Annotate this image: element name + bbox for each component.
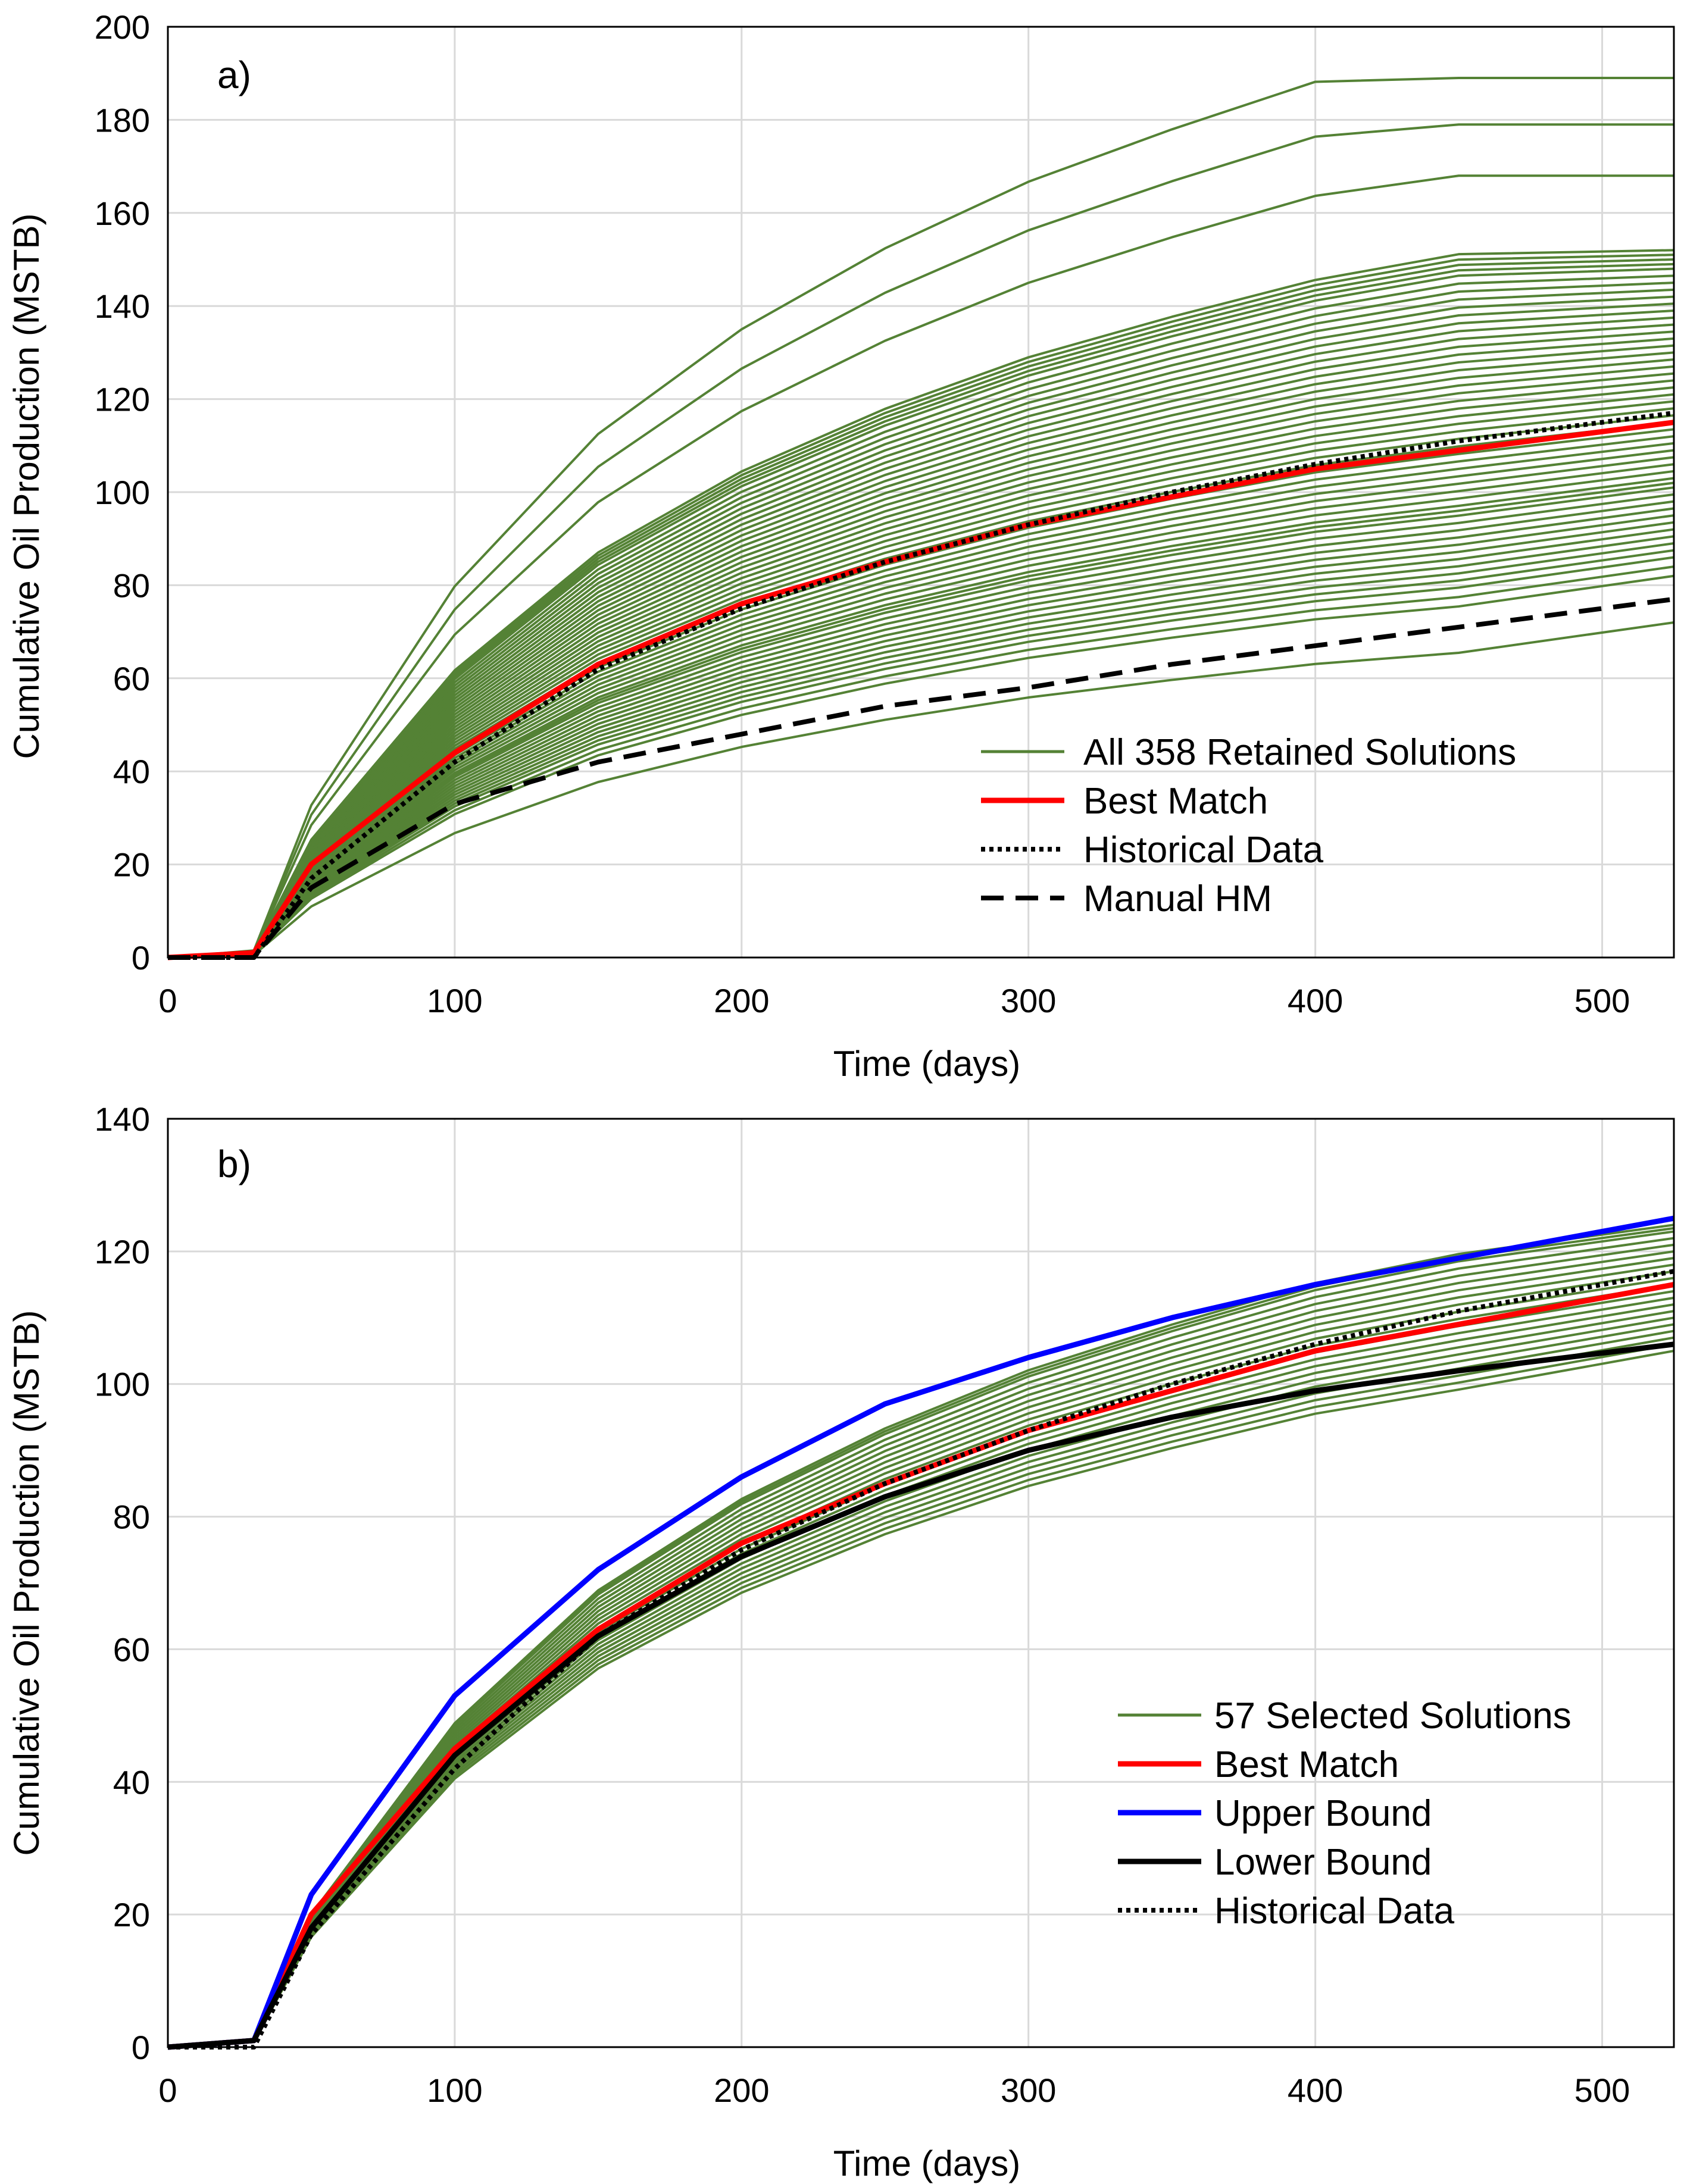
- ensemble-curve: [167, 621, 1674, 959]
- legend-label-manual-hm: Manual HM: [1083, 878, 1272, 919]
- panel-a-series: [167, 411, 1674, 960]
- y-tick-label: 120: [95, 381, 150, 418]
- legend-label-upper-bound: Upper Bound: [1214, 1793, 1432, 1834]
- y-tick-label: 20: [113, 1896, 150, 1933]
- y-tick-label: 40: [113, 753, 150, 790]
- panel-a-x-ticks: 0 100 200 300 400 500: [158, 982, 1630, 1019]
- x-tick-label: 500: [1574, 2072, 1630, 2109]
- series-line-best-match: [167, 1282, 1674, 2050]
- legend-label-best-match: Best Match: [1083, 781, 1268, 822]
- y-tick-label: 160: [95, 195, 150, 232]
- ensemble-curve: [167, 77, 1674, 959]
- x-tick-label: 200: [714, 2072, 769, 2109]
- legend-label-historical-data: Historical Data: [1083, 830, 1324, 871]
- legend-label-lower-bound: Lower Bound: [1214, 1842, 1432, 1883]
- y-tick-label: 100: [95, 1366, 150, 1403]
- panel-a-legend: All 358 Retained Solutions Best Match Hi…: [981, 732, 1516, 919]
- ensemble-curve: [167, 174, 1674, 959]
- y-tick-label: 200: [95, 8, 150, 46]
- panel-b: 0 20 40 60 80 100 120 140 0 100 200 300 400 500 b) T…: [7, 1100, 1675, 2183]
- series-line-best-match: [167, 420, 1674, 960]
- x-tick-label: 300: [1001, 2072, 1056, 2109]
- x-tick-label: 300: [1001, 982, 1056, 1019]
- y-tick-label: 0: [132, 2029, 150, 2066]
- y-tick-label: 60: [113, 660, 150, 697]
- x-tick-label: 400: [1288, 982, 1343, 1019]
- panel-a-frame: [167, 26, 1675, 959]
- series-line-historical-data: [168, 411, 1674, 960]
- y-tick-label: 0: [132, 939, 150, 977]
- panel-b-x-axis-title: Time (days): [833, 2144, 1020, 2183]
- panel-b-series: [167, 1215, 1674, 2050]
- panel-b-y-axis-title: Cumulative Oil Production (MSTB): [7, 1310, 46, 1856]
- x-tick-label: 0: [158, 2072, 177, 2109]
- panel-a-ensemble: [167, 77, 1674, 959]
- x-tick-label: 100: [427, 2072, 482, 2109]
- x-tick-label: 0: [158, 982, 177, 1019]
- x-tick-label: 500: [1574, 982, 1630, 1019]
- series-line-lower-bound: [167, 1341, 1674, 2050]
- x-tick-label: 100: [427, 982, 482, 1019]
- panel-a-label: a): [217, 54, 251, 96]
- panel-a-y-axis-title: Cumulative Oil Production (MSTB): [7, 214, 46, 759]
- panel-b-label: b): [217, 1143, 251, 1185]
- legend-label-retained-solutions: All 358 Retained Solutions: [1083, 732, 1516, 773]
- y-tick-label: 20: [113, 846, 150, 884]
- y-tick-label: 140: [95, 1100, 150, 1138]
- panel-a: 0 20 40 60 80 100 120 140 160 180 200 0 100 200 300 40…: [7, 8, 1675, 1084]
- series-line-manual-hm: [168, 596, 1674, 960]
- panel-a-x-axis-title: Time (days): [833, 1044, 1020, 1084]
- ensemble-curve: [167, 249, 1674, 959]
- y-tick-label: 40: [113, 1763, 150, 1801]
- series-line-upper-bound: [167, 1215, 1674, 2050]
- y-tick-label: 80: [113, 567, 150, 604]
- legend-label-best-match: Best Match: [1214, 1744, 1399, 1785]
- panel-b-x-ticks: 0 100 200 300 400 500: [158, 2072, 1630, 2109]
- panel-b-legend: 57 Selected Solutions Best Match Upper B…: [1118, 1695, 1571, 1932]
- panel-b-frame: [167, 1118, 1675, 2048]
- ensemble-curve: [167, 123, 1674, 959]
- y-tick-label: 100: [95, 474, 150, 511]
- panel-b-y-ticks: 0 20 40 60 80 100 120 140: [95, 1100, 150, 2066]
- legend-label-selected-solutions: 57 Selected Solutions: [1214, 1695, 1571, 1736]
- panel-a-y-ticks: 0 20 40 60 80 100 120 140 160 180 200: [95, 8, 150, 977]
- y-tick-label: 140: [95, 287, 150, 325]
- y-tick-label: 80: [113, 1498, 150, 1536]
- y-tick-label: 180: [95, 101, 150, 139]
- legend-label-historical-data: Historical Data: [1214, 1891, 1455, 1932]
- x-tick-label: 200: [714, 982, 769, 1019]
- y-tick-label: 120: [95, 1233, 150, 1271]
- y-tick-label: 60: [113, 1631, 150, 1668]
- x-tick-label: 400: [1288, 2072, 1343, 2109]
